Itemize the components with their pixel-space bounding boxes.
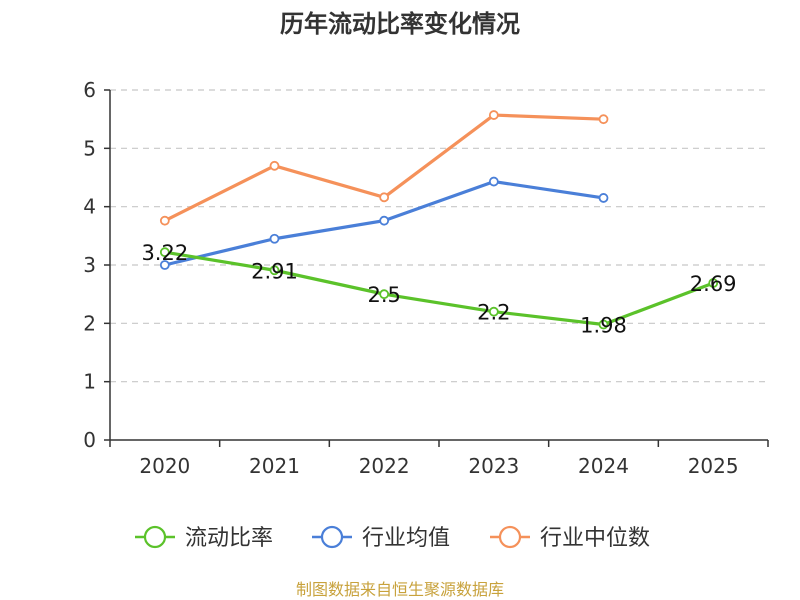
legend-label: 行业均值 xyxy=(362,526,450,551)
data-label: 2.69 xyxy=(690,272,737,296)
data-point xyxy=(488,306,499,317)
legend: 流动比率 行业均值 行业中位数 xyxy=(135,525,650,551)
x-tick-label: 2020 xyxy=(139,454,190,478)
x-tick-label: 2025 xyxy=(688,454,739,478)
chart-title: 历年流动比率变化情况 xyxy=(280,10,520,38)
data-point xyxy=(598,319,609,330)
legend-marker xyxy=(320,525,344,549)
x-tick-label: 2023 xyxy=(468,454,519,478)
data-point xyxy=(379,215,390,226)
series-line xyxy=(163,250,715,327)
data-point xyxy=(269,160,280,171)
y-tick-label: 3 xyxy=(83,253,96,277)
y-tick-label: 6 xyxy=(83,78,96,102)
data-point xyxy=(379,289,390,300)
legend-marker xyxy=(143,525,167,549)
data-point xyxy=(159,247,170,258)
y-tick-label: 5 xyxy=(83,136,96,160)
legend-label: 行业中位数 xyxy=(540,526,650,551)
data-label: 3.22 xyxy=(141,241,188,265)
y-tick-label: 4 xyxy=(83,195,96,219)
source-note: 制图数据来自恒生聚源数据库 xyxy=(296,580,504,599)
data-label: 2.5 xyxy=(367,283,400,307)
data-point xyxy=(159,260,170,270)
data-point xyxy=(598,193,609,203)
data-point xyxy=(488,110,499,120)
axes: 0 1 2 3 4 5 6 2020 2021 2022 2023 2024 2025 xyxy=(83,78,769,478)
x-tick-label: 2021 xyxy=(249,454,300,478)
grid-lines xyxy=(110,89,768,383)
data-point xyxy=(708,278,719,288)
series-line xyxy=(163,113,606,223)
data-labels: 3.22 2.91 2.5 2.2 1.98 2.69 xyxy=(141,241,736,337)
data-point xyxy=(159,215,170,226)
y-tick-label: 2 xyxy=(83,311,96,335)
x-tick-label: 2024 xyxy=(578,454,629,478)
y-tick-label: 0 xyxy=(83,428,96,452)
data-label: 2.2 xyxy=(477,301,510,325)
y-tick-label: 1 xyxy=(83,370,96,394)
data-label: 2.91 xyxy=(251,259,298,283)
legend-label: 流动比率 xyxy=(185,526,273,551)
data-point xyxy=(488,176,499,187)
legend-marker xyxy=(498,525,522,549)
series-layer xyxy=(159,110,719,330)
data-label: 1.98 xyxy=(580,314,627,338)
data-point xyxy=(269,265,280,276)
data-point xyxy=(269,233,280,244)
data-point xyxy=(598,114,609,125)
x-tick-label: 2022 xyxy=(359,454,410,478)
data-point xyxy=(379,192,390,203)
